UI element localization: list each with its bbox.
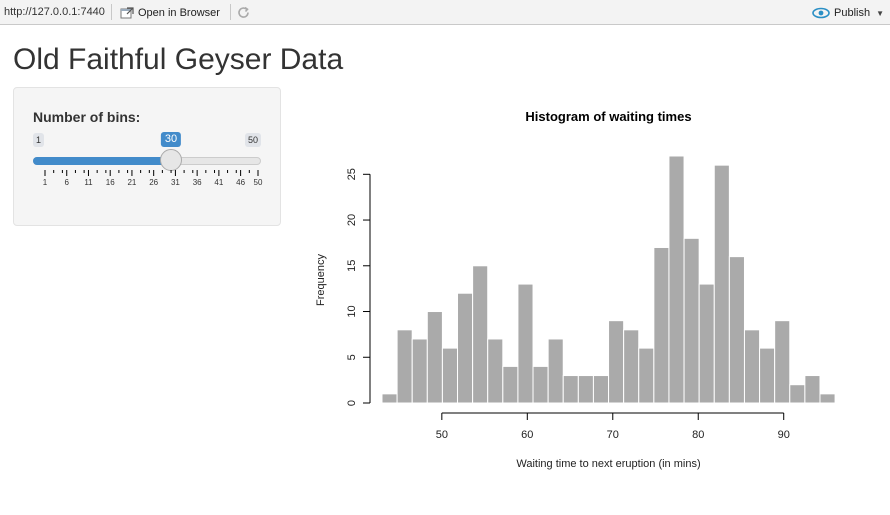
open-in-browser-label: Open in Browser: [138, 7, 220, 19]
histogram-bar: [441, 347, 459, 404]
histogram-bar: [789, 384, 806, 404]
histogram-bar: [472, 265, 489, 404]
x-axis-label: Waiting time to next eruption (in mins): [516, 458, 700, 470]
publish-button[interactable]: Publish ▼: [812, 4, 884, 22]
slider-grid: 1 6 11 16 21 26 31 36 41 46 50: [43, 170, 263, 187]
histogram-bar: [532, 365, 549, 404]
sidebar-panel: Number of bins: 1 50 30 1 6 11 16 21 26 31 36 41…: [13, 87, 281, 226]
histogram-bar: [819, 393, 836, 404]
histogram-bar: [638, 347, 655, 404]
y-tick-label: 10: [346, 305, 358, 317]
y-axis-label: Frequency: [315, 254, 327, 306]
viewer-toolbar: http://127.0.0.1:7440 Open in Browser Pu…: [0, 0, 890, 25]
histogram-bar: [804, 375, 821, 404]
slider-grid-label: 31: [171, 178, 180, 187]
histogram-bar: [457, 292, 474, 404]
y-tick-label: 0: [346, 400, 358, 406]
slider-grid-label: 46: [236, 178, 245, 187]
y-tick-label: 20: [346, 214, 358, 226]
y-tick-label: 25: [346, 168, 358, 180]
histogram-bar: [562, 375, 579, 404]
histogram-bar: [623, 329, 640, 404]
chevron-down-icon: ▼: [876, 8, 884, 18]
slider-grid-label: 16: [106, 178, 115, 187]
x-tick-label: 50: [436, 429, 448, 441]
slider-min-label: 1: [33, 133, 45, 147]
chart-title: Histogram of waiting times: [525, 109, 691, 124]
slider-value-label: 30: [160, 132, 182, 147]
x-tick-label: 90: [778, 429, 790, 441]
slider-grid-label: 6: [65, 178, 70, 187]
open-in-browser-button[interactable]: Open in Browser: [120, 4, 220, 22]
histogram-chart: 50 60 70 80 90 0 5 10 15 20 25 Histogram of waiting…: [315, 109, 836, 470]
histogram-bar: [502, 365, 519, 404]
histogram-bar: [653, 246, 670, 404]
slider-grid-label: 1: [43, 178, 48, 187]
histogram-bar: [547, 338, 564, 404]
x-tick-label: 60: [521, 429, 533, 441]
histogram-bar: [668, 155, 685, 404]
x-tick-label: 70: [607, 429, 619, 441]
y-tick-label: 5: [346, 354, 358, 360]
histogram-bar: [743, 329, 761, 404]
histogram-bar: [683, 237, 700, 404]
publish-label: Publish: [834, 7, 871, 19]
histogram-bar: [396, 329, 413, 404]
histogram-bar: [608, 320, 625, 404]
publish-icon: [812, 7, 830, 19]
histogram-bar: [774, 320, 791, 404]
x-tick-label: 80: [692, 429, 704, 441]
page-title: Old Faithful Geyser Data: [13, 43, 344, 76]
slider-grid-label: 26: [149, 178, 158, 187]
histogram-bar: [517, 283, 534, 404]
toolbar-divider: [230, 4, 231, 20]
open-in-browser-icon: [120, 7, 134, 19]
y-tick-label: 15: [346, 260, 358, 272]
bins-slider-label: Number of bins:: [33, 109, 141, 125]
toolbar-divider: [111, 4, 112, 20]
refresh-icon[interactable]: [236, 5, 251, 20]
slider-grid-label: 36: [193, 178, 202, 187]
histogram-bar: [577, 375, 594, 404]
slider-grid-label: 21: [127, 178, 136, 187]
slider-grid-label: 41: [214, 178, 223, 187]
histogram-bar: [426, 311, 443, 404]
histogram-bar: [411, 338, 428, 404]
histogram-bar: [592, 375, 610, 404]
histogram-bar: [487, 338, 504, 404]
histogram-bar: [759, 347, 776, 404]
url-text: http://127.0.0.1:7440: [4, 6, 105, 18]
slider-fill: [33, 157, 172, 165]
histogram-bar: [698, 283, 715, 404]
histogram-bar: [381, 393, 398, 404]
slider-max-label: 50: [244, 133, 261, 147]
slider-grid-label: 50: [254, 178, 263, 187]
histogram-bar: [728, 256, 745, 404]
slider-grid-label: 11: [84, 178, 93, 187]
histogram-bar: [713, 164, 730, 404]
